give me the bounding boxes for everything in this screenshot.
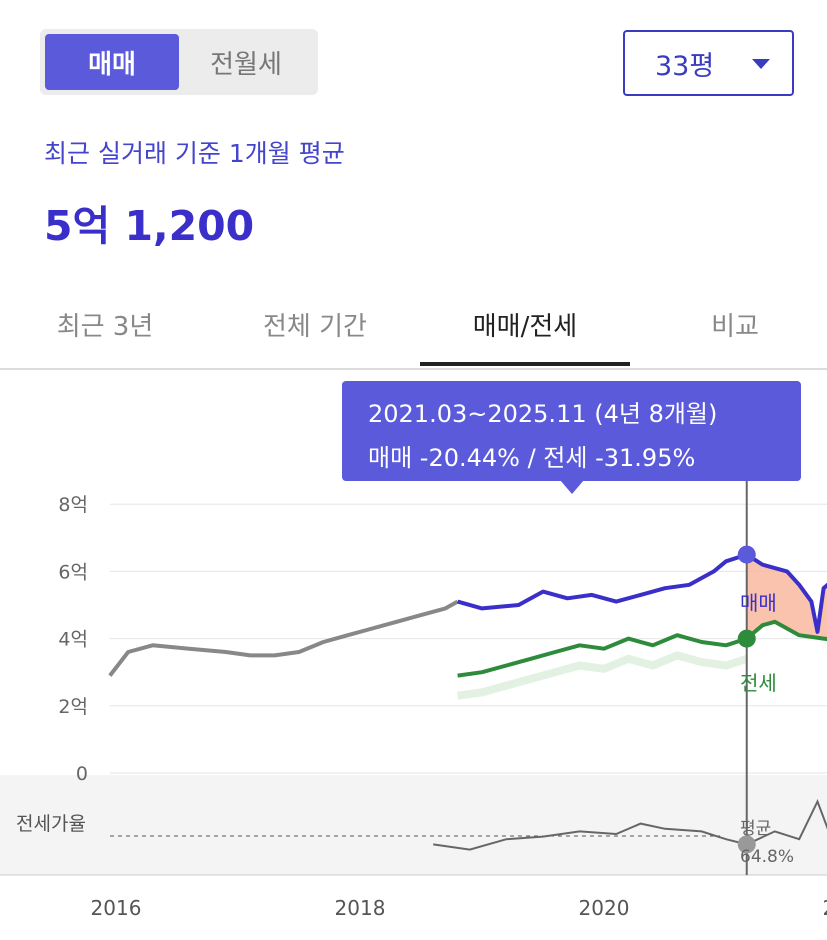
area-select[interactable]: 33평 bbox=[623, 30, 794, 96]
ratio-panel-bg bbox=[0, 775, 827, 875]
chart-tooltip: 2021.03~2025.11 (4년 8개월) 매매 -20.44% / 전세… bbox=[342, 381, 801, 494]
price-summary-label: 최근 실거래 기준 1개월 평균 bbox=[44, 139, 345, 168]
area-select-value: 33평 bbox=[655, 50, 715, 82]
x-tick-label: 2018 bbox=[335, 896, 386, 920]
tab-compare[interactable]: 비교 bbox=[711, 311, 759, 342]
y-tick-label: 6억 bbox=[58, 561, 88, 583]
y-tick-label: 8억 bbox=[58, 494, 88, 516]
jeonse-line bbox=[457, 619, 827, 678]
tooltip-change: 매매 -20.44% / 전세 -31.95% bbox=[368, 444, 696, 472]
jeonse-start-dot bbox=[737, 629, 756, 648]
ratio-average-value: 64.8% bbox=[740, 847, 794, 867]
chevron-down-icon bbox=[752, 59, 770, 69]
x-tick-label: 2016 bbox=[91, 896, 142, 920]
ratio-average-label: 평균 bbox=[740, 819, 771, 839]
jeonse-legend-label: 전세 bbox=[740, 671, 777, 695]
history-line bbox=[108, 599, 459, 677]
y-tick-label: 4억 bbox=[58, 629, 88, 651]
x-tick-label: 2020 bbox=[579, 896, 630, 920]
period-tabs: 최근 3년 전체 기간 매매/전세 비교 bbox=[0, 280, 827, 370]
sale-legend-label: 매매 bbox=[740, 591, 777, 615]
tab-all-period[interactable]: 전체 기간 bbox=[263, 311, 367, 342]
jeonse-ratio-line bbox=[433, 798, 827, 851]
rent-toggle-button[interactable]: 전월세 bbox=[210, 49, 282, 80]
spread-area bbox=[746, 554, 827, 640]
sale-toggle-button[interactable]: 매매 bbox=[45, 34, 179, 90]
tooltip-period: 2021.03~2025.11 (4년 8개월) bbox=[368, 400, 718, 428]
trade-type-toggle: 매매 전월세 bbox=[40, 29, 318, 95]
ratio-start-dot bbox=[737, 835, 756, 854]
average-price: 5억 1,200 bbox=[44, 202, 255, 250]
sale-line bbox=[457, 552, 827, 634]
x-tick-label: 2022 bbox=[823, 896, 827, 920]
jeonse-band bbox=[457, 651, 748, 700]
ratio-label: 전세가율 bbox=[16, 813, 86, 835]
sale-start-dot bbox=[737, 545, 756, 564]
y-tick-label: 0 bbox=[76, 763, 88, 785]
tab-sale-jeonse[interactable]: 매매/전세 bbox=[472, 311, 578, 342]
tooltip-arrow bbox=[560, 480, 584, 494]
tab-recent-3y[interactable]: 최근 3년 bbox=[56, 311, 154, 342]
active-tab-indicator bbox=[420, 362, 630, 366]
y-tick-label: 2억 bbox=[58, 696, 88, 718]
